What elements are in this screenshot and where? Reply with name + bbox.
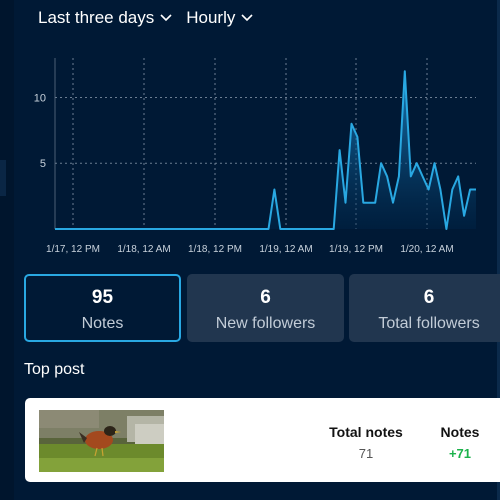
stat-total-followers-label: Total followers: [378, 315, 480, 332]
bird-photo-image: [39, 410, 164, 472]
chevron-down-icon: [241, 14, 253, 22]
total-notes-value: 71: [358, 446, 374, 461]
chevron-down-icon: [160, 14, 172, 22]
stat-total-followers-value: 6: [423, 287, 435, 308]
stats-row: 95 Notes 6 New followers 6 Total followe…: [24, 274, 500, 342]
stat-total-followers[interactable]: 6 Total followers: [349, 274, 500, 342]
stat-notes-value: 95: [91, 287, 114, 308]
post-thumbnail[interactable]: [39, 410, 164, 472]
x-tick-label: 1/19, 12 AM: [259, 244, 312, 255]
total-notes-column: Total notes 71: [325, 424, 407, 461]
stat-new-followers-value: 6: [260, 287, 271, 308]
stat-new-followers-label: New followers: [215, 315, 316, 332]
stat-notes[interactable]: 95 Notes: [24, 274, 181, 342]
activity-chart: 1/17, 12 PM 1/18, 12 AM 1/18, 12 PM 1/19, 1…: [0, 52, 500, 262]
series-line: [55, 70, 476, 230]
y-tick-label: 10: [34, 92, 46, 104]
x-tick-label: 1/19, 12 PM: [329, 244, 383, 255]
interval-dropdown[interactable]: Hourly: [186, 8, 253, 28]
filter-bar: Last three days Hourly: [38, 8, 253, 28]
notes-value: +71: [448, 446, 472, 461]
x-tick-label: 1/18, 12 PM: [188, 244, 242, 255]
x-tick-label: 1/20, 12 AM: [400, 244, 453, 255]
range-label: Last three days: [38, 8, 155, 27]
range-dropdown[interactable]: Last three days: [38, 8, 172, 28]
left-panel-edge: [0, 0, 14, 500]
stat-notes-label: Notes: [81, 315, 124, 332]
y-tick-label: 5: [40, 158, 46, 170]
total-notes-label: Total notes: [329, 424, 403, 440]
right-panel-edge: [497, 0, 500, 500]
left-panel-marker: [0, 160, 6, 196]
interval-label: Hourly: [186, 8, 236, 27]
stat-new-followers[interactable]: 6 New followers: [187, 274, 344, 342]
notes-column: Notes +71: [435, 424, 485, 461]
series-area: [55, 71, 476, 229]
x-tick-label: 1/18, 12 AM: [117, 244, 170, 255]
notes-label: Notes: [440, 424, 480, 440]
top-post-title: Top post: [24, 361, 85, 378]
top-post-card[interactable]: Total notes 71 Notes +71: [25, 398, 500, 482]
x-tick-label: 1/17, 12 PM: [46, 244, 100, 255]
activity-chart-svg: 1/17, 12 PM 1/18, 12 AM 1/18, 12 PM 1/19, 1…: [34, 58, 476, 255]
